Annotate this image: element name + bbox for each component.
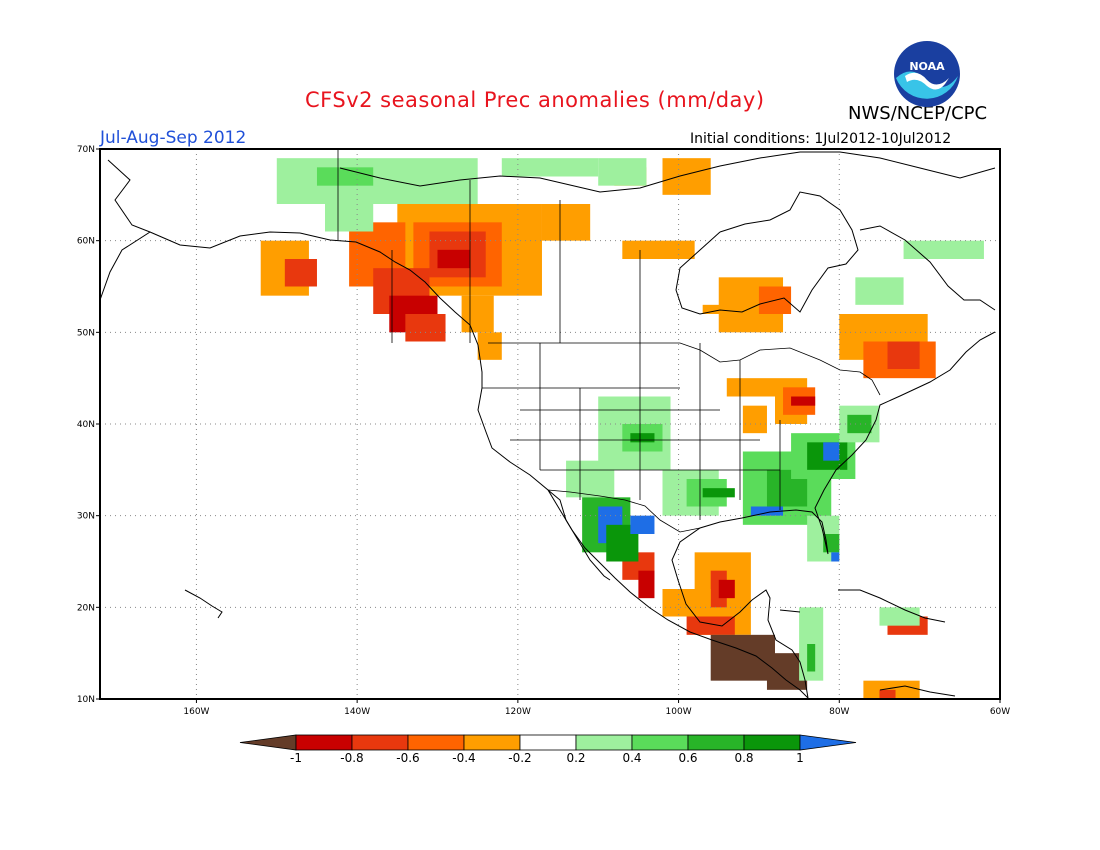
anomaly-cells: [260, 158, 984, 699]
coastline-alaska: [99, 159, 301, 301]
colorbar-label: -1: [290, 751, 302, 765]
lon-tick-label: 120W: [505, 707, 531, 717]
anomaly-cell: [461, 295, 494, 333]
initial-conditions-label: Initial conditions: 1Jul2012-10Jul2012: [690, 131, 952, 147]
season-label: Jul-Aug-Sep 2012: [100, 128, 247, 148]
anomaly-cell: [437, 249, 470, 269]
anomaly-cell: [823, 442, 840, 461]
anomaly-cell: [662, 589, 711, 617]
colorbar-segment: [575, 734, 633, 751]
agency-label: NWS/NCEP/CPC: [848, 103, 988, 124]
map-title: CFSv2 seasonal Prec anomalies (mm/day): [305, 88, 765, 112]
anomaly-cell: [831, 552, 840, 562]
anomaly-cell: [807, 644, 816, 672]
coastline-caribbean: [779, 589, 956, 697]
political-borders: [337, 150, 881, 533]
anomaly-cell: [638, 570, 655, 599]
anomaly-cell: [726, 378, 775, 397]
colorbar-label: -0.8: [340, 751, 363, 765]
colorbar-segment: [799, 734, 857, 751]
anomaly-cell: [566, 460, 615, 498]
lat-tick-label: 60N: [77, 237, 95, 247]
coastline-hudson-bay: [675, 191, 859, 315]
anomaly-cell: [276, 158, 478, 204]
anomaly-cell: [598, 158, 647, 186]
colorbar-segment: [407, 734, 465, 751]
anomaly-cell: [879, 607, 920, 626]
border-us-canada: [488, 342, 881, 396]
colorbar-label: 1: [796, 751, 804, 765]
colorbar-label: 0.6: [678, 751, 697, 765]
lon-tick-label: 100W: [666, 707, 692, 717]
border-us-mexico: [547, 489, 701, 533]
anomaly-cell: [405, 314, 446, 342]
grid-lines: [100, 149, 1000, 699]
anomaly-cell: [316, 167, 374, 186]
lat-tick-label: 70N: [77, 145, 95, 155]
colorbar-label: 0.2: [566, 751, 585, 765]
anomaly-cell: [702, 304, 735, 314]
colorbar-label: -0.4: [452, 751, 475, 765]
anomaly-cell: [325, 194, 374, 232]
colorbar-segment: [239, 734, 297, 751]
lon-tick-label: 60W: [990, 707, 1010, 717]
colorbar-segment: [351, 734, 409, 751]
noaa-logo-icon: NOAA: [894, 41, 960, 107]
coastline-baja: [547, 489, 611, 581]
colorbar-segment: [463, 734, 521, 751]
anomaly-cell: [702, 488, 735, 498]
colorbar-segment: [743, 734, 801, 751]
anomaly-cell: [662, 158, 711, 195]
anomaly-cell: [887, 341, 920, 369]
coastline-arctic: [339, 151, 996, 193]
anomaly-cell: [847, 414, 872, 434]
colorbar-segment: [295, 734, 353, 751]
coastline-greenland-labrador: [859, 225, 996, 311]
lat-tick-label: 20N: [77, 603, 95, 613]
colorbar: -1 -0.8 -0.6 -0.4 -0.2 0.2 0.4 0.6 0.8 1: [239, 734, 857, 765]
anomaly-cell: [630, 515, 655, 534]
lat-tick-label: 10N: [77, 695, 95, 705]
anomaly-cell: [750, 506, 784, 516]
lon-tick-label: 140W: [344, 707, 370, 717]
anomaly-cell: [541, 204, 591, 241]
colorbar-segment: [631, 734, 689, 751]
anomaly-cell: [718, 579, 735, 599]
anomaly-cell: [622, 240, 695, 259]
anomaly-cell: [742, 405, 767, 434]
colorbar-segment: [687, 734, 745, 751]
lon-tick-label: 80W: [829, 707, 849, 717]
canada-province-lines: [391, 180, 641, 343]
lat-tick-label: 40N: [77, 420, 95, 430]
anomaly-cell: [477, 332, 502, 360]
anomaly-cell: [284, 259, 317, 287]
coastline-hawaii: [184, 589, 223, 619]
anomaly-cell: [903, 240, 984, 259]
anomaly-cell: [855, 277, 904, 305]
coastlines: [99, 151, 996, 699]
lat-tick-label: 30N: [77, 512, 95, 522]
noaa-logo-text: NOAA: [909, 60, 945, 73]
lat-tick-label: 50N: [77, 328, 95, 338]
anomaly-cell: [791, 396, 816, 406]
anomaly-cell: [630, 433, 655, 443]
anomaly-cell: [501, 158, 599, 177]
colorbar-segment: [519, 734, 577, 751]
coastline-gulf: [671, 331, 996, 699]
anomaly-cell: [879, 689, 896, 699]
us-state-lines: [482, 343, 781, 520]
colorbar-label: 0.4: [622, 751, 641, 765]
anomaly-cell: [742, 653, 808, 672]
colorbar-label: -0.6: [396, 751, 419, 765]
anomaly-cell: [686, 616, 735, 635]
colorbar-label: 0.8: [734, 751, 753, 765]
colorbar-label: -0.2: [508, 751, 531, 765]
lon-tick-label: 160W: [183, 707, 209, 717]
coastline-north-america: [299, 232, 809, 699]
